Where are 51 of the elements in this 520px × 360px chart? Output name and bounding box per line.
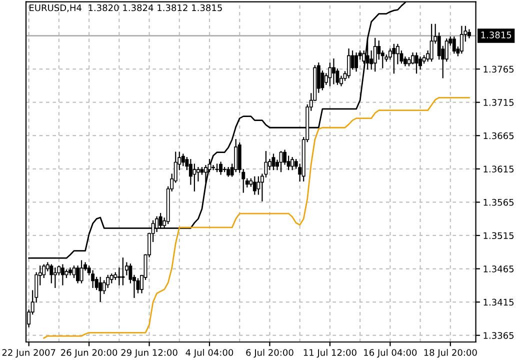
x-tick-label: 4 Jul 04:00	[186, 348, 234, 358]
x-tick-label: 18 Jul 20:00	[424, 348, 477, 358]
candlestick	[158, 212, 162, 229]
candlestick	[460, 26, 464, 54]
candlestick	[354, 52, 358, 72]
x-tick-label: 22 Jun 2007	[2, 349, 56, 358]
y-tick-label: 1.3415	[484, 298, 514, 306]
candlestick	[452, 36, 456, 54]
chart-title: EURUSD,H4 1.3820 1.3824 1.3812 1.3815	[30, 4, 222, 12]
candlestick	[181, 154, 185, 166]
candlestick	[80, 260, 84, 284]
x-tick-label: 26 Jun 20:00	[61, 349, 118, 358]
candlestick	[347, 48, 350, 78]
y-tick-label: 1.3615	[484, 166, 514, 172]
x-tick-label: 11 Jul 12:00	[304, 348, 356, 358]
candlestick	[418, 56, 422, 70]
candlestick	[121, 258, 125, 286]
candlestick	[219, 162, 223, 175]
candlestick	[117, 268, 121, 286]
candlestick	[53, 268, 57, 288]
line-series	[43, 96, 470, 339]
candlestick	[411, 52, 414, 64]
y-tick-label: 1.3565	[484, 198, 514, 206]
x-tick-label: 29 Jun 12:00	[121, 349, 178, 358]
x-tick-label: 16 Jul 04:00	[364, 348, 417, 358]
candlestick	[192, 164, 196, 192]
candlestick	[290, 157, 294, 170]
candlestick	[215, 164, 219, 172]
y-tick-label: 1.3715	[484, 99, 514, 106]
candlestick	[430, 24, 434, 62]
candlestick	[467, 29, 471, 38]
candlestick	[196, 167, 200, 182]
candlestick	[373, 38, 377, 72]
candlestick	[76, 266, 80, 284]
candlestick	[68, 268, 72, 276]
ref-line-label: 1.3815	[481, 32, 512, 38]
candlestick	[328, 62, 332, 86]
y-tick-label: 1.3365	[484, 332, 514, 339]
y-tick-label: 1.3765	[484, 66, 514, 73]
candlestick	[98, 276, 102, 302]
candlestick	[212, 165, 215, 170]
y-tick-label: 1.3465	[484, 265, 514, 272]
candlestick	[366, 38, 370, 70]
y-tick-label: 1.3665	[484, 132, 514, 140]
candlestick	[252, 176, 256, 195]
candlestick	[392, 44, 396, 74]
candlestick	[332, 58, 336, 84]
candlestick	[60, 264, 64, 286]
x-tick-label: 6 Jul 20:00	[246, 348, 294, 358]
candlestick	[414, 52, 418, 74]
y-tick-label: 1.3515	[484, 232, 514, 240]
